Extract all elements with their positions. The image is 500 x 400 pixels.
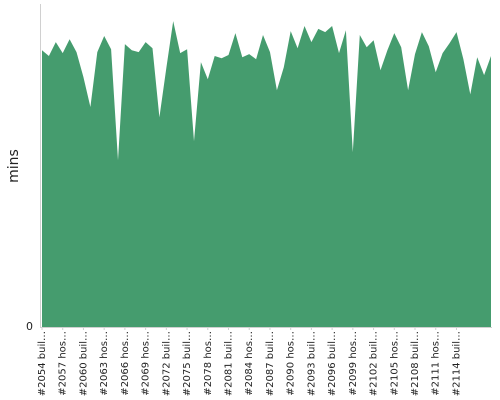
x-tick-label: #2060 buil…: [78, 331, 89, 396]
y-tick-label: 0: [26, 320, 33, 333]
x-tick-label: #2069 hos…: [141, 331, 152, 396]
x-tick-label: #2063 hos…: [99, 331, 110, 396]
x-tick-label: #2090 hos…: [286, 331, 297, 396]
x-tick-label: #2114 buil…: [451, 331, 462, 396]
x-tick-label: #2111 hos…: [431, 331, 442, 396]
x-tick-label: #2102 buil…: [369, 331, 380, 396]
x-tick-label: #2057 hos…: [58, 331, 69, 396]
x-tick-label: #2081 buil…: [224, 331, 235, 396]
x-tick-label: #2087 buil…: [265, 331, 276, 396]
x-tick-label: #2066 hos…: [120, 331, 131, 396]
x-tick-label: #2093 buil…: [306, 331, 317, 396]
x-tick-label: #2078 hos…: [203, 331, 214, 396]
x-tick-label: #2099 hos…: [348, 331, 359, 396]
x-tick-label: #2096 buil…: [327, 331, 338, 396]
y-axis-label: mins: [6, 149, 22, 183]
x-tick-label: #2072 buil…: [161, 331, 172, 396]
x-tick-label: #2105 hos…: [389, 331, 400, 396]
x-tick-label: #2054 buil…: [37, 331, 48, 396]
x-tick-label: #2108 buil…: [410, 331, 421, 396]
x-tick-label: #2084 hos…: [244, 331, 255, 396]
area-series: [42, 21, 491, 327]
x-tick-label: #2075 buil…: [182, 331, 193, 396]
